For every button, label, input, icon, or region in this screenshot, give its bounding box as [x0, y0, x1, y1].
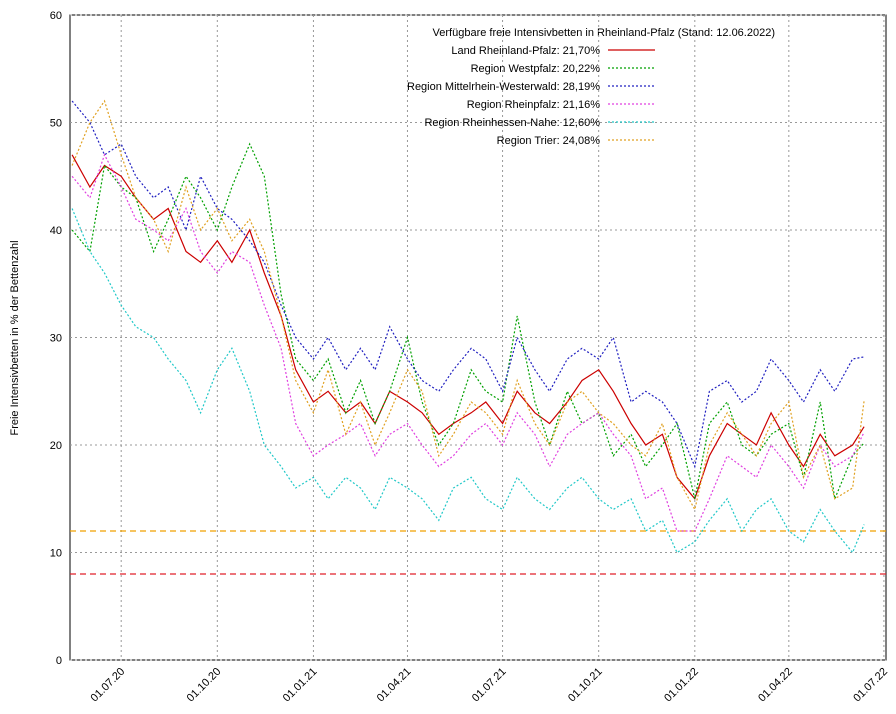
y-tick-label: 0 [56, 655, 62, 667]
legend-label: Region Rheinpfalz: 21,16% [467, 99, 601, 111]
x-tick-label: 01.10.20 [185, 666, 224, 705]
series-line [71, 208, 865, 554]
series-line [71, 153, 865, 532]
y-tick-label: 40 [50, 225, 62, 237]
x-tick-label: 01.01.22 [662, 666, 701, 705]
y-tick-label: 30 [50, 333, 62, 345]
series-line [71, 100, 865, 469]
x-tick-label: 01.01.21 [281, 666, 320, 705]
x-tick-label: 01.07.20 [89, 666, 128, 705]
x-tick-label: 01.07.21 [470, 666, 509, 705]
legend-label: Region Mittelrhein-Westerwald: 28,19% [407, 81, 600, 93]
series-line [71, 99, 865, 512]
y-tick-label: 10 [50, 548, 62, 560]
x-tick-label: 01.10.21 [566, 666, 605, 705]
legend-label: Region Rheinhessen-Nahe: 12,60% [424, 117, 600, 129]
x-tick-label: 01.04.22 [756, 666, 795, 705]
legend-label: Land Rheinland-Pfalz: 21,70% [451, 45, 600, 57]
y-tick-label: 20 [50, 440, 62, 452]
legend-label: Region Westpfalz: 20,22% [471, 63, 601, 75]
legend-title: Verfügbare freie Intensivbetten in Rhein… [433, 27, 775, 39]
x-tick-label: 01.07.22 [851, 666, 890, 705]
legend-label: Region Trier: 24,08% [497, 135, 601, 147]
y-tick-label: 60 [50, 10, 62, 22]
series-line [71, 142, 865, 502]
y-tick-label: 50 [50, 118, 62, 130]
x-tick-label: 01.04.21 [375, 666, 414, 705]
y-axis-label: Freie Intensivbetten in % der Bettenzahl [9, 240, 21, 435]
plot-frame [69, 14, 887, 661]
